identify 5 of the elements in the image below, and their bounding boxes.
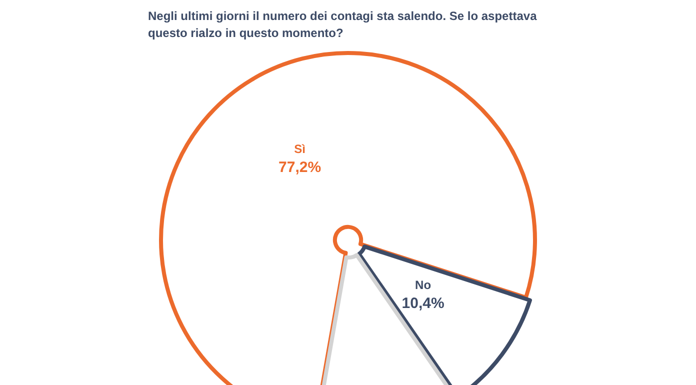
data-label: 10,4% xyxy=(402,294,444,312)
slice-label: No xyxy=(415,278,432,292)
chart-title: Negli ultimi giorni il numero dei contagi sta salendo. Se lo aspettava questo rialzo in questo momento? xyxy=(148,8,538,42)
slice-label: Sì xyxy=(294,142,306,156)
data-label: 77,2% xyxy=(278,159,322,176)
